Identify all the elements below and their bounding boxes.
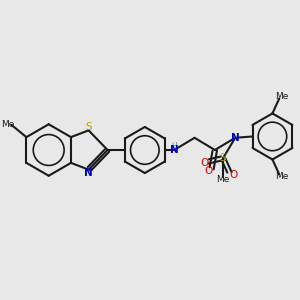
Text: Me: Me bbox=[275, 172, 289, 181]
Text: Me: Me bbox=[216, 175, 230, 184]
Text: S: S bbox=[85, 122, 92, 132]
Text: N: N bbox=[170, 145, 178, 155]
Text: H: H bbox=[171, 142, 177, 151]
Text: Me: Me bbox=[2, 120, 15, 129]
Text: O: O bbox=[230, 170, 238, 180]
Text: O: O bbox=[201, 158, 209, 168]
Text: N: N bbox=[84, 168, 93, 178]
Text: Me: Me bbox=[275, 92, 289, 101]
Text: O: O bbox=[204, 166, 212, 176]
Text: N: N bbox=[231, 133, 240, 143]
Text: S: S bbox=[220, 153, 226, 163]
